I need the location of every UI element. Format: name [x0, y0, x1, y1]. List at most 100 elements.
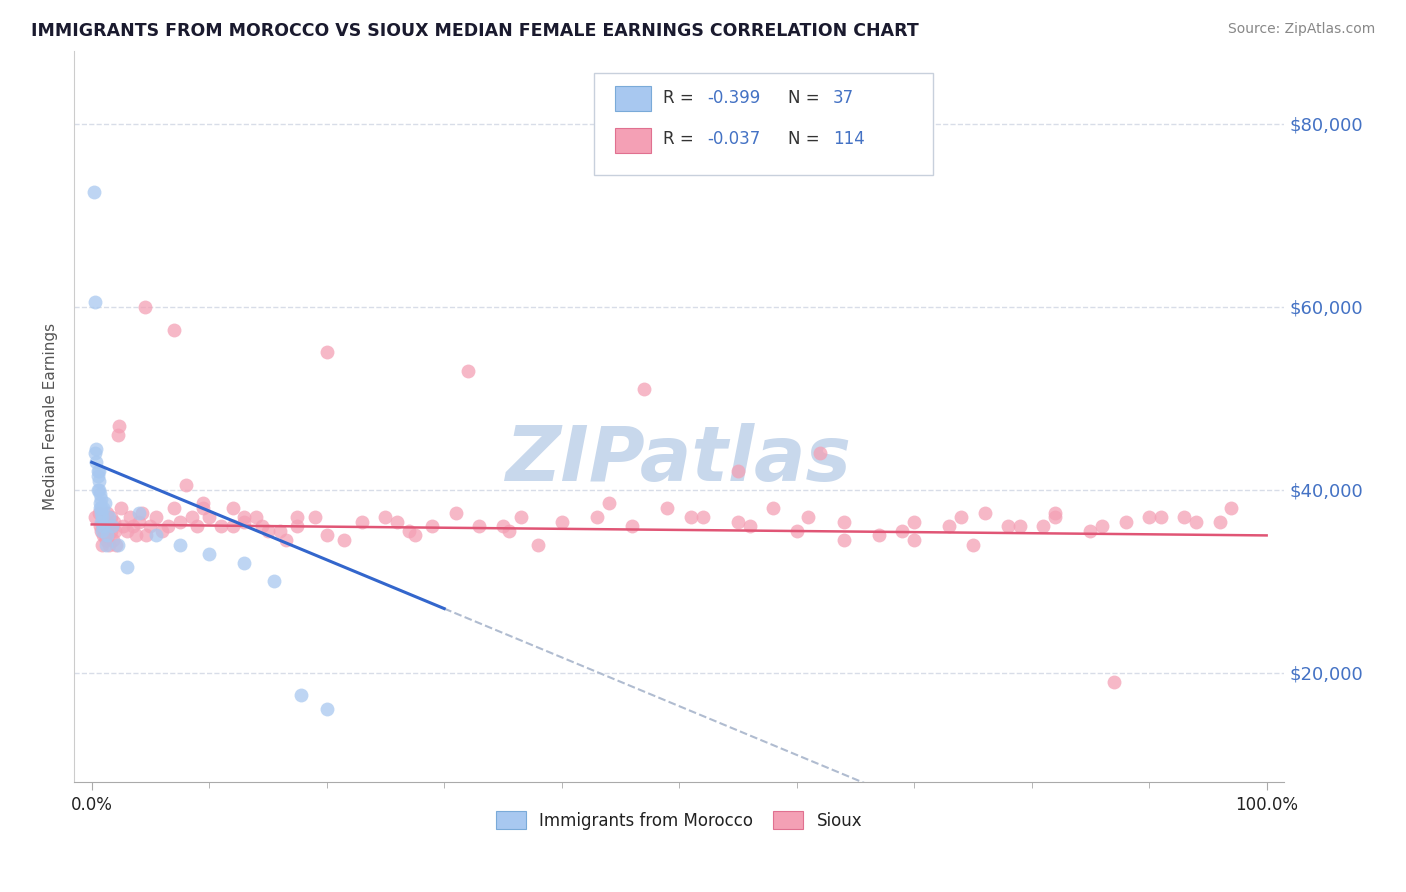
Text: R =: R = [664, 130, 699, 148]
Point [527, 537, 550, 551]
Point [96, 528, 118, 542]
Point [233, 510, 256, 524]
Point [285, 510, 308, 524]
Point [145, 528, 167, 542]
Point [93, 515, 115, 529]
Point [1185, 515, 1208, 529]
Point [404, 528, 426, 542]
Point [1115, 515, 1137, 529]
Point [89, 496, 111, 510]
Point [903, 515, 925, 529]
Point [727, 464, 749, 478]
Point [1102, 674, 1125, 689]
Point [290, 689, 312, 703]
Point [150, 524, 173, 538]
Point [1137, 510, 1160, 524]
Point [86, 483, 108, 497]
Point [101, 533, 124, 547]
Point [100, 524, 122, 538]
Point [90, 515, 112, 529]
Point [87, 483, 110, 497]
Point [315, 345, 337, 359]
Point [145, 510, 167, 524]
Point [374, 510, 396, 524]
Point [598, 496, 620, 510]
Point [174, 478, 197, 492]
Text: IMMIGRANTS FROM MOROCCO VS SIOUX MEDIAN FEMALE EARNINGS CORRELATION CHART: IMMIGRANTS FROM MOROCCO VS SIOUX MEDIAN … [31, 22, 918, 40]
Point [90, 524, 112, 538]
Point [100, 510, 122, 524]
Point [257, 524, 280, 538]
Point [169, 515, 191, 529]
Point [263, 574, 285, 589]
Point [86, 464, 108, 478]
Point [333, 533, 356, 547]
Point [100, 519, 122, 533]
Point [422, 519, 444, 533]
Point [131, 506, 153, 520]
Point [233, 515, 256, 529]
Point [269, 524, 291, 538]
Point [444, 506, 467, 520]
Point [727, 515, 749, 529]
Point [398, 524, 420, 538]
Bar [614, 128, 651, 153]
Point [1080, 524, 1102, 538]
Point [84, 446, 107, 460]
Point [169, 537, 191, 551]
Point [498, 524, 520, 538]
Point [107, 418, 129, 433]
Point [808, 446, 831, 460]
Point [87, 464, 110, 478]
Point [679, 510, 702, 524]
Point [222, 500, 245, 515]
Point [962, 537, 984, 551]
Point [1008, 519, 1031, 533]
Point [120, 510, 142, 524]
Point [83, 186, 105, 200]
Point [198, 510, 221, 524]
Text: 114: 114 [832, 130, 865, 148]
Y-axis label: Median Female Earnings: Median Female Earnings [44, 323, 58, 510]
Point [163, 323, 186, 337]
Point [973, 506, 995, 520]
Point [84, 510, 107, 524]
Point [250, 519, 273, 533]
Point [387, 515, 409, 529]
Point [868, 528, 890, 542]
Bar [614, 86, 651, 112]
Point [84, 295, 107, 310]
Point [90, 491, 112, 506]
Point [135, 528, 157, 542]
Point [163, 500, 186, 515]
Point [134, 300, 156, 314]
Point [304, 510, 326, 524]
Point [96, 519, 118, 533]
Text: -0.037: -0.037 [707, 130, 761, 148]
Legend: Immigrants from Morocco, Sioux: Immigrants from Morocco, Sioux [489, 805, 869, 836]
Point [91, 537, 114, 551]
Text: Source: ZipAtlas.com: Source: ZipAtlas.com [1227, 22, 1375, 37]
Point [157, 519, 180, 533]
Point [89, 500, 111, 515]
Point [93, 519, 115, 533]
Point [128, 515, 150, 529]
Point [98, 537, 121, 551]
Point [96, 506, 118, 520]
Point [692, 510, 714, 524]
Point [90, 500, 112, 515]
Point [115, 560, 138, 574]
Point [198, 547, 221, 561]
Text: 37: 37 [832, 88, 853, 106]
Point [1043, 506, 1066, 520]
Point [121, 519, 143, 533]
Point [550, 515, 572, 529]
Point [315, 702, 337, 716]
Text: R =: R = [664, 88, 699, 106]
Point [100, 519, 122, 533]
Point [86, 469, 108, 483]
Point [1150, 510, 1173, 524]
Point [193, 496, 215, 510]
Point [110, 500, 132, 515]
Text: -0.399: -0.399 [707, 88, 761, 106]
